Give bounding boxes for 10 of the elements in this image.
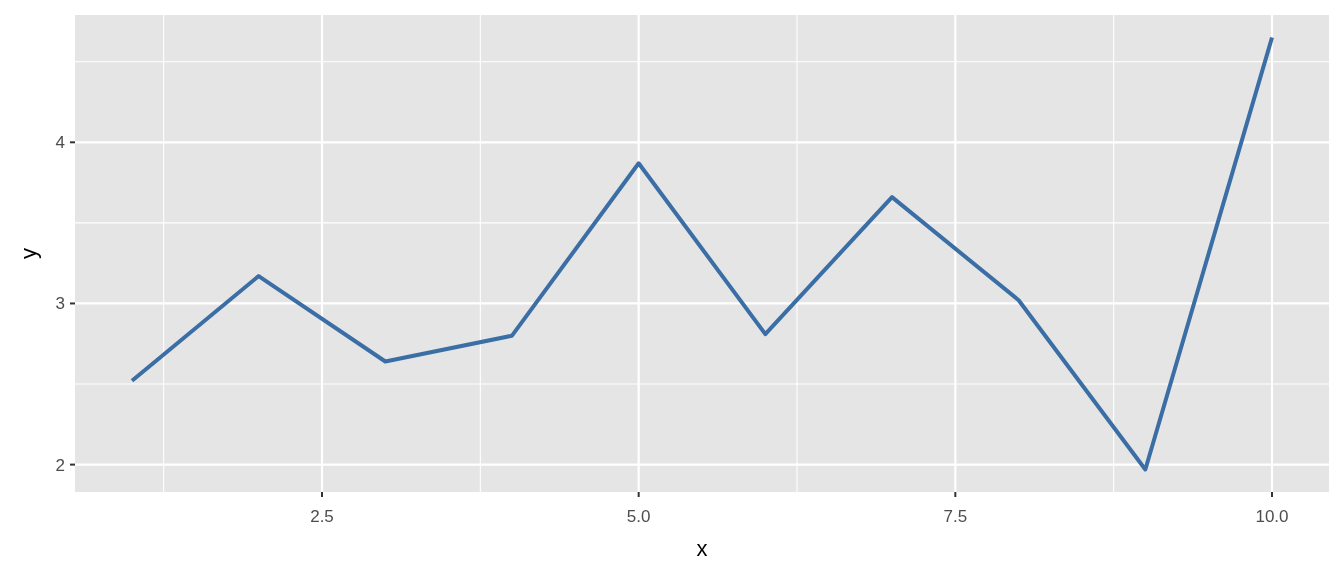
x-axis-title: x	[696, 536, 708, 561]
x-tick-label: 7.5	[943, 507, 968, 526]
x-tick-label: 2.5	[310, 507, 334, 526]
line-series	[130, 35, 1274, 472]
x-tick-label: 5.0	[626, 507, 651, 526]
y-tick-label: 3	[55, 294, 65, 314]
y-tick-label: 4	[55, 133, 65, 153]
y-axis-title: y	[16, 248, 41, 259]
y-tick-label: 2	[55, 455, 65, 475]
x-tick-label: 10.0	[1255, 507, 1289, 526]
